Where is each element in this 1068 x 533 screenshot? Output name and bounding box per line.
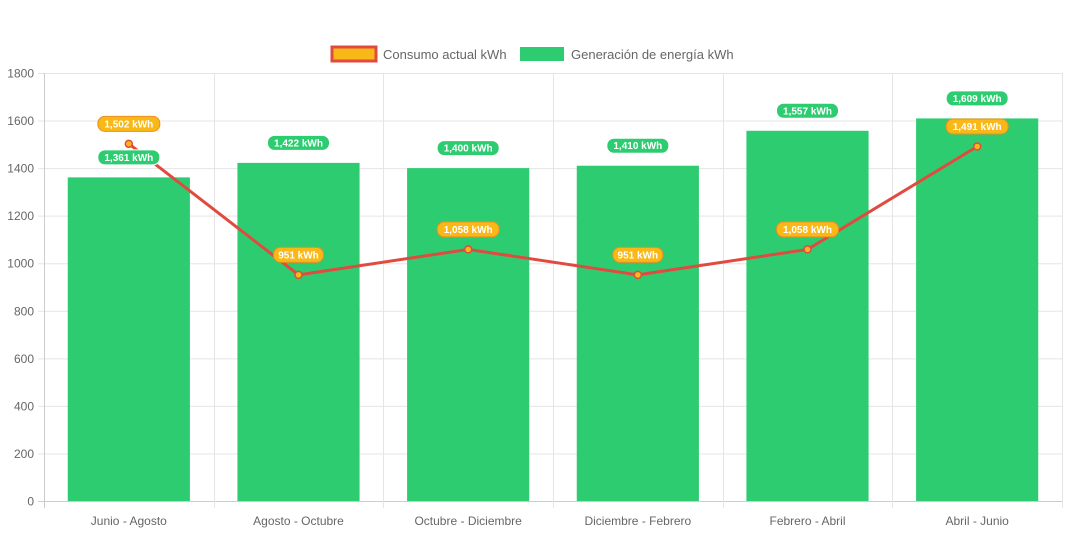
data-label-background: [945, 118, 1009, 135]
data-label-text: 951 kWh: [278, 250, 319, 261]
x-tick-label: Diciembre - Febrero: [584, 514, 691, 528]
data-label-text: 1,400 kWh: [444, 144, 493, 155]
legend-label-consumo[interactable]: Consumo actual kWh: [383, 47, 507, 62]
bar-generacion[interactable]: [916, 118, 1039, 501]
y-axis: 0 200 400 600 800 1000 1200 1400 1600 1800: [7, 67, 34, 509]
bar-generacion[interactable]: [576, 165, 699, 501]
y-tick-label: 1400: [7, 162, 34, 176]
data-label-text: 1,502 kWh: [104, 119, 153, 130]
data-label-badge: 1,557 kWh: [776, 102, 839, 119]
point-consumo[interactable]: [124, 139, 134, 149]
data-label-background: [436, 221, 500, 238]
data-label-text: 1,491 kWh: [953, 122, 1002, 133]
y-tick-label: 0: [27, 495, 34, 509]
data-labels: 1,361 kWh 1,422 kWh 1,400 kWh 1,410 kWh 1,55…: [97, 90, 1009, 263]
data-label-badge: 951 kWh: [273, 246, 324, 263]
x-tick-label: Febrero - Abril: [769, 514, 845, 528]
point-consumo[interactable]: [972, 142, 982, 151]
data-label-badge: 1,361 kWh: [97, 149, 161, 166]
data-label-background: [612, 246, 664, 263]
point-consumo[interactable]: [463, 245, 473, 254]
data-label-badge: 951 kWh: [612, 246, 664, 263]
data-label-background: [776, 102, 839, 119]
data-label-badge: 1,410 kWh: [606, 137, 670, 154]
y-tick-label: 1800: [7, 67, 34, 81]
data-label-background: [606, 137, 670, 154]
data-label-background: [436, 140, 500, 157]
data-label-badge: 1,422 kWh: [267, 134, 330, 151]
data-label-badge: 1,491 kWh: [945, 118, 1009, 135]
y-tick-label: 1200: [7, 209, 34, 223]
legend-swatch-consumo[interactable]: [330, 45, 378, 63]
x-axis: Junio - Agosto Agosto - Octubre Octubre - …: [91, 514, 1009, 528]
y-tick-label: 400: [14, 399, 34, 413]
bar-generacion[interactable]: [237, 162, 360, 501]
y-tick-label: 1000: [7, 257, 34, 271]
data-label-text: 1,058 kWh: [783, 225, 832, 236]
bar-generacion[interactable]: [746, 130, 869, 501]
data-label-badge: 1,400 kWh: [436, 140, 500, 157]
data-label-background: [273, 246, 324, 263]
point-consumo[interactable]: [294, 270, 303, 280]
data-label-text: 951 kWh: [618, 250, 659, 261]
data-label-text: 1,557 kWh: [783, 106, 832, 117]
data-label-background: [945, 90, 1009, 107]
data-label-text: 1,361 kWh: [104, 153, 153, 164]
bar-generacion[interactable]: [407, 168, 530, 501]
data-label-background: [97, 149, 161, 166]
bar-generacion[interactable]: [67, 177, 190, 501]
data-label-background: [97, 115, 161, 132]
data-label-badge: 1,058 kWh: [436, 221, 500, 238]
x-tick-label: Abril - Junio: [945, 514, 1009, 528]
x-tick-label: Agosto - Octubre: [253, 514, 344, 528]
data-label-text: 1,609 kWh: [953, 94, 1002, 105]
y-tick-label: 200: [14, 447, 34, 461]
point-consumo[interactable]: [803, 245, 812, 254]
y-tick-label: 600: [14, 352, 34, 366]
data-label-text: 1,422 kWh: [274, 138, 323, 149]
y-tick-label: 800: [14, 304, 34, 318]
bars-generacion: [67, 118, 1039, 501]
data-label-badge: 1,502 kWh: [97, 115, 161, 132]
data-label-background: [776, 221, 839, 238]
grid: [38, 73, 1063, 508]
data-label-text: 1,058 kWh: [444, 225, 493, 236]
legend-label-generacion[interactable]: Generación de energía kWh: [571, 47, 734, 62]
x-tick-label: Octubre - Diciembre: [414, 514, 522, 528]
data-label-text: 1,410 kWh: [613, 141, 662, 152]
x-tick-label: Junio - Agosto: [91, 514, 167, 528]
legend-swatch-generacion[interactable]: [520, 47, 564, 61]
data-label-badge: 1,609 kWh: [945, 90, 1009, 107]
data-label-background: [267, 134, 330, 151]
legend[interactable]: Consumo actual kWh Generación de energía…: [330, 45, 734, 63]
point-consumo[interactable]: [633, 270, 643, 280]
data-label-badge: 1,058 kWh: [776, 221, 839, 238]
y-tick-label: 1600: [7, 114, 34, 128]
